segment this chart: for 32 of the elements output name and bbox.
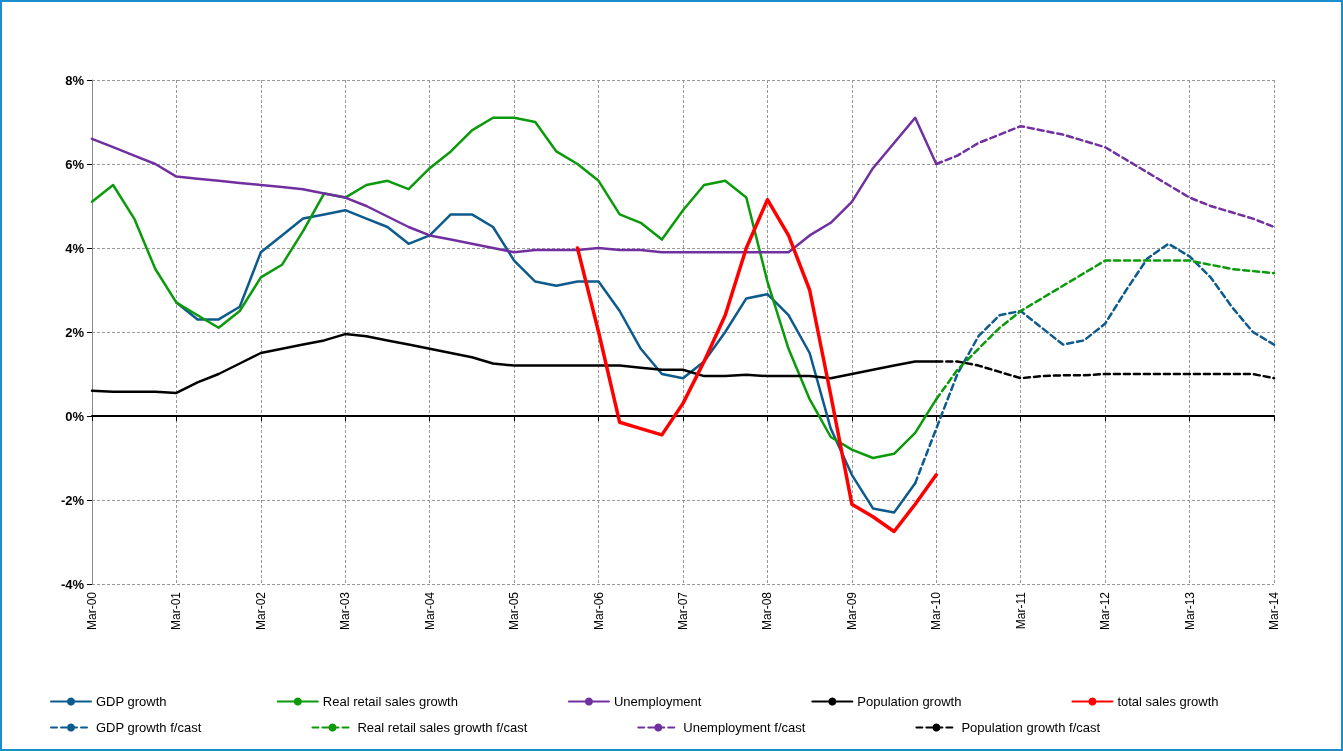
legend-label: Population growth f/cast (961, 720, 1101, 735)
x-tick-label: Mar-05 (507, 591, 522, 631)
x-tick-label: Mar-02 (253, 591, 268, 631)
x-tick-label: Mar-06 (591, 591, 606, 631)
legend-label: GDP growth (96, 694, 167, 709)
x-tick-label: Mar-00 (85, 591, 99, 631)
y-tick-label: -2% (60, 492, 85, 508)
y-tick-label: -4% (60, 576, 85, 592)
legend-label: Population growth (857, 694, 962, 709)
x-tick-label: Mar-12 (1098, 591, 1113, 631)
line-series (575, 197, 939, 534)
x-tick-label: Mar-03 (338, 591, 353, 631)
x-tick-label: Mar-08 (760, 591, 775, 631)
x-tick-label: Mar-10 (929, 591, 944, 631)
x-tick-label: Mar-09 (844, 591, 859, 631)
x-tick-label: Mar-04 (422, 591, 437, 631)
legend-label: Real retail sales growth (322, 694, 458, 709)
x-tick-label: Mar-13 (1182, 591, 1197, 631)
x-tick-label: Mar-11 (1013, 591, 1028, 630)
y-tick-label: 8% (65, 72, 85, 88)
x-tick-label: Mar-14 (1267, 591, 1281, 631)
legend-label: GDP growth f/cast (96, 720, 202, 735)
legend-label: Real retail sales growth f/cast (357, 720, 528, 735)
y-tick-label: 0% (65, 408, 85, 424)
x-tick-label: Mar-01 (169, 591, 184, 631)
y-tick-label: 6% (65, 156, 85, 172)
legend-label: Unemployment f/cast (683, 720, 806, 735)
x-tick-label: Mar-07 (676, 591, 690, 631)
y-tick-label: 2% (65, 324, 85, 340)
y-tick-label: 4% (65, 240, 85, 256)
legend-label: Unemployment (613, 694, 702, 709)
legend-label: total sales growth (1117, 694, 1219, 709)
